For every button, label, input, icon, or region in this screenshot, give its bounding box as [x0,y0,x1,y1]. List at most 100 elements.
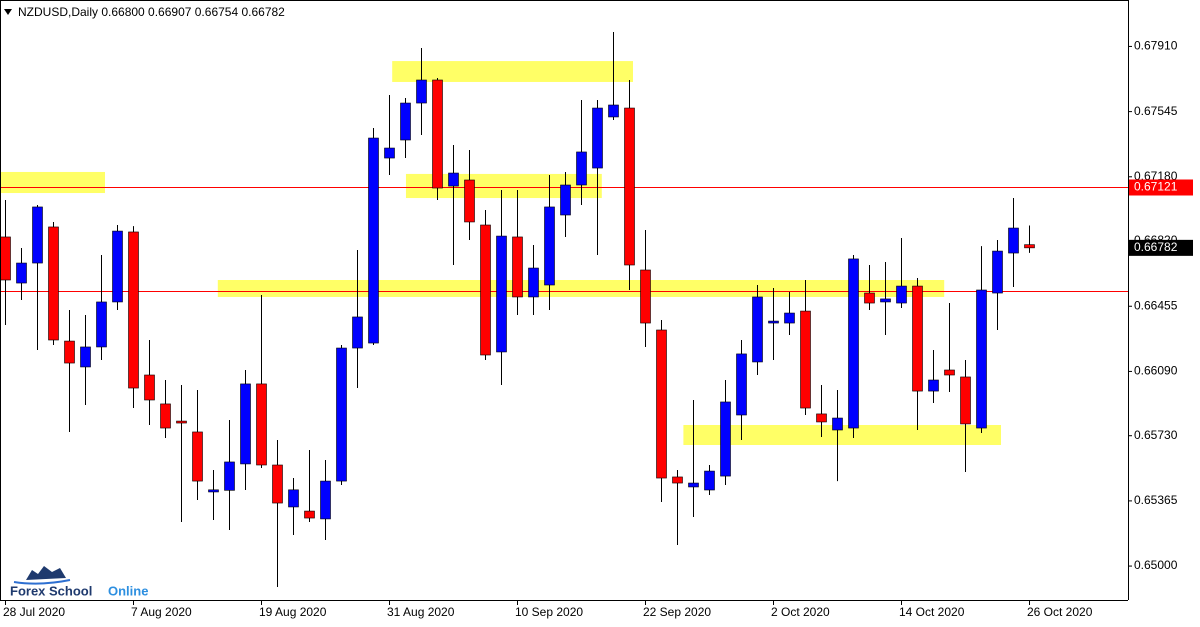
x-tick-label: 2 Oct 2020 [771,605,830,619]
logo-swoosh [13,579,71,585]
current-price-label: 0.66782 [1134,240,1178,254]
bear-candle [304,510,315,519]
y-tick-label: 0.67180 [1134,169,1178,183]
bull-candle [368,137,379,344]
x-tick-label: 14 Oct 2020 [899,605,965,619]
bull-candle [240,383,251,465]
logo: Forex School Online [10,566,148,598]
bear-candle [864,292,875,304]
bull-candle [976,289,987,429]
bull-candle [608,104,619,118]
bull-candle [880,298,891,303]
bull-candle [352,316,363,349]
bull-candle [288,489,299,508]
bear-candle [464,179,475,223]
bear-candle [64,340,75,364]
bear-candle [944,369,955,376]
bull-candle [992,250,1003,294]
zone [0,171,105,194]
y-tick-label: 0.67545 [1134,104,1178,118]
price-level-box [1129,179,1193,196]
bear-candle [144,374,155,401]
bull-candle [928,379,939,392]
bull-candle [1008,227,1019,254]
bull-candle [832,417,843,431]
bull-candle [448,172,459,187]
bull-candle [592,107,603,169]
bull-candle [688,482,699,488]
logo-icon [26,566,66,580]
bear-candle [816,413,827,423]
price-level-label: 0.67121 [1134,180,1178,194]
x-tick-label: 19 Aug 2020 [259,605,327,619]
axis-labels: 0.650000.653650.657300.660900.664550.668… [3,39,1193,619]
x-tick-label: 22 Sep 2020 [643,605,711,619]
y-tick-label: 0.65000 [1134,558,1178,572]
bull-candle [416,79,427,104]
x-tick-label: 10 Sep 2020 [515,605,583,619]
bull-candle [320,480,331,520]
y-tick-label: 0.65365 [1134,493,1178,507]
bear-candle [624,107,635,266]
zone [217,280,945,297]
bear-candle [512,236,523,298]
bull-candle [544,206,555,286]
logo-text-accent: Online [108,583,148,598]
y-tick-label: 0.65730 [1134,428,1178,442]
bear-candle [800,310,811,409]
bull-candle [768,320,779,324]
x-tick-label: 28 Jul 2020 [3,605,65,619]
bull-candle [896,285,907,304]
bull-candle [400,102,411,141]
zone [392,61,633,82]
bull-candle [16,262,27,284]
bull-candle [736,353,747,416]
bull-candle [784,312,795,324]
menu-triangle [4,9,12,15]
bull-candle [32,206,43,264]
x-tick-label: 31 Aug 2020 [387,605,455,619]
bear-candle [640,269,651,324]
bear-candle [256,383,267,466]
x-tick-label: 7 Aug 2020 [131,605,192,619]
logo-text: Forex School [10,583,92,598]
zone [683,425,1001,445]
bull-candle [336,347,347,482]
bear-candle [432,79,443,189]
chart-title: NZDUSD,Daily 0.66800 0.66907 0.66754 0.6… [18,5,285,19]
bull-candle [96,301,107,348]
bear-candle [672,476,683,484]
bull-candle [208,489,219,493]
y-tick-label: 0.67910 [1134,39,1178,53]
bull-candle [720,401,731,477]
bull-candle [560,184,571,216]
plot [0,31,1128,587]
bear-candle [48,226,59,341]
y-tick-label: 0.66090 [1134,364,1178,378]
bull-candle [384,147,395,159]
zones [0,61,1001,445]
bull-candle [704,470,715,491]
bear-candle [912,285,923,392]
bear-candle [272,464,283,504]
bear-candle [0,236,11,281]
current-price-box [1129,239,1193,256]
bull-candle [112,230,123,303]
bull-candle [528,267,539,298]
x-tick-label: 26 Oct 2020 [1027,605,1093,619]
bear-candle [128,231,139,389]
bull-candle [80,346,91,368]
bear-candle [480,224,491,356]
bear-candle [192,431,203,482]
bull-candle [496,235,507,353]
bear-candle [960,376,971,425]
bull-candle [752,296,763,363]
y-tick-label: 0.66455 [1134,298,1178,312]
bear-candle [656,329,667,479]
bear-candle [1024,244,1035,249]
bull-candle [576,151,587,186]
bull-candle [224,461,235,491]
